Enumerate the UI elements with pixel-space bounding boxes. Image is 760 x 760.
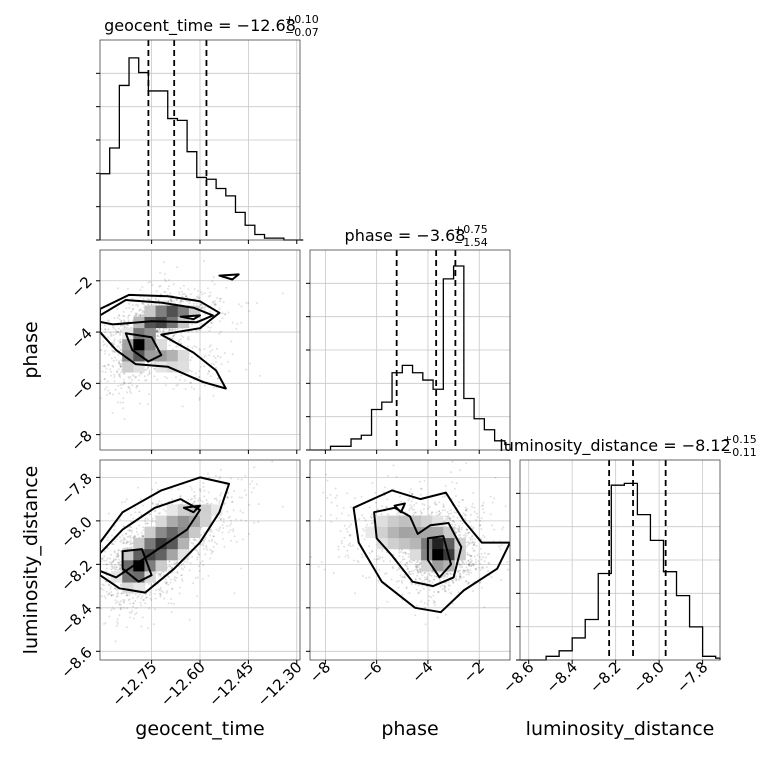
title-luminosity-distance-median: −8.12	[682, 436, 731, 455]
hist-geocent-time	[99, 57, 304, 241]
density-cells	[111, 504, 223, 594]
joint-luminosity-distance-vs-phase	[310, 460, 510, 626]
xtick-label-geocent-time: −12.45	[205, 658, 257, 710]
title-phase-text: phase	[345, 226, 393, 245]
title-phase: phase = −3.68	[345, 226, 466, 245]
ytick-label-phase: −6	[67, 375, 95, 403]
contour-line	[179, 314, 201, 321]
xtick-label-phase: −4	[408, 658, 436, 686]
title-luminosity-distance-plus: +0.15	[723, 433, 757, 446]
ytick-label-luminosity-distance: −7.8	[57, 470, 95, 508]
contour-line	[426, 535, 452, 579]
xtick-label-luminosity-distance: −8.0	[629, 658, 667, 696]
xtick-label-luminosity-distance: −8.6	[499, 658, 537, 696]
xtick-label-geocent-time: −12.30	[254, 658, 306, 710]
title-luminosity-distance-minus: −0.11	[723, 446, 757, 459]
contour-line	[182, 504, 201, 514]
xtick-label-luminosity-distance: −7.8	[673, 658, 711, 696]
title-luminosity-distance: luminosity_distance = −8.12	[499, 436, 730, 456]
xtick-label-phase: −8	[306, 658, 334, 686]
title-phase-median: −3.68	[416, 226, 465, 245]
joint-phase-vs-geocent-time	[100, 260, 284, 435]
title-phase-plus: +0.75	[454, 223, 488, 236]
ytick-label-phase: −8	[67, 427, 95, 455]
xtick-label-phase: −6	[357, 658, 385, 686]
xtick-label-phase: −2	[460, 658, 488, 686]
ytick-label-luminosity-distance: −8.6	[57, 643, 95, 681]
xtick-label-luminosity-distance: −8.2	[586, 658, 624, 696]
title-luminosity-distance-text: luminosity_distance	[499, 436, 658, 456]
ytick-label-phase: −2	[67, 273, 95, 301]
xlabel-geocent-time: geocent_time	[135, 718, 264, 740]
contour-line	[100, 293, 227, 390]
contour-line	[393, 502, 406, 514]
ylabel-luminosity-distance: luminosity_distance	[20, 466, 42, 655]
ylabel-phase: phase	[20, 321, 42, 378]
contour-line	[100, 476, 230, 594]
xtick-label-luminosity-distance: −8.4	[543, 658, 581, 696]
ytick-label-luminosity-distance: −8.0	[57, 513, 95, 551]
title-geocent-time-median: −12.68	[237, 16, 296, 35]
title-geocent-time-minus: −0.07	[285, 26, 319, 39]
ytick-label-luminosity-distance: −8.4	[57, 600, 95, 638]
ytick-label-phase: −4	[67, 324, 95, 352]
title-phase-minus: −1.54	[454, 236, 488, 249]
contour-line	[373, 506, 463, 588]
ytick-label-luminosity-distance: −8.2	[57, 556, 95, 594]
xlabel-phase: phase	[381, 718, 438, 740]
title-geocent-time-plus: +0.10	[285, 13, 319, 26]
contour-line	[100, 498, 201, 579]
panel-frame	[309, 459, 511, 661]
contour-line	[218, 273, 240, 281]
contour-line	[100, 299, 214, 326]
joint-luminosity-distance-vs-geocent-time	[100, 460, 284, 643]
contour-line	[352, 489, 510, 614]
xlabel-luminosity-distance: luminosity_distance	[526, 718, 715, 740]
hist-luminosity-distance	[520, 482, 721, 661]
xtick-label-geocent-time: −12.60	[157, 658, 209, 710]
contour-line	[124, 332, 163, 363]
title-geocent-time-text: geocent_time	[104, 16, 213, 36]
xtick-label-geocent-time: −12.75	[108, 658, 160, 710]
hist-phase	[310, 265, 511, 451]
title-geocent-time: geocent_time = −12.68	[104, 16, 296, 36]
contour-line	[121, 548, 153, 583]
